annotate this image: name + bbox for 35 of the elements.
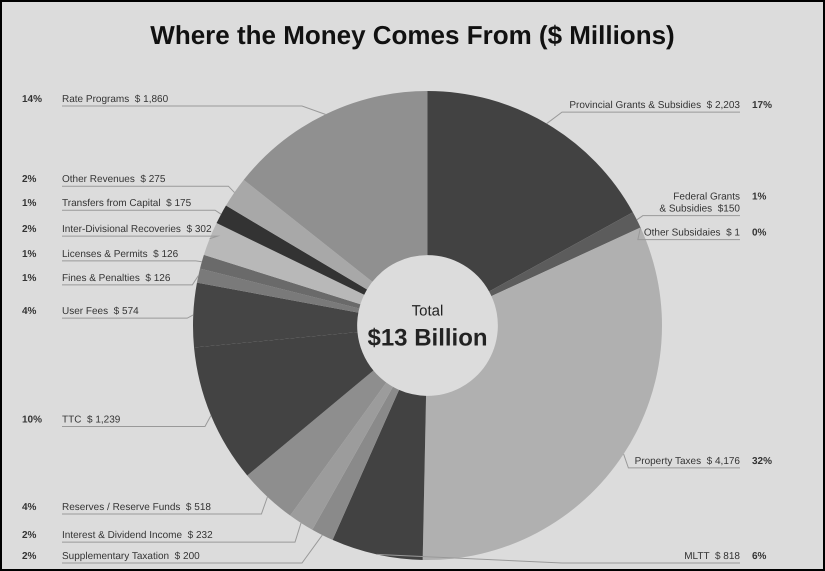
text: 2% bbox=[22, 224, 37, 236]
slice-label: Other Revenues $ 275 bbox=[62, 174, 166, 186]
slice-label: Reserves / Reserve Funds $ 518 bbox=[62, 502, 212, 514]
text: 2% bbox=[22, 551, 37, 562]
text: 6% bbox=[752, 551, 767, 562]
text: 17% bbox=[752, 100, 772, 112]
slice-label: MLTT $ 818 bbox=[684, 551, 740, 562]
slice-label: Other Subsidaies $ 1 bbox=[644, 228, 740, 239]
slice-label: Federal Grants & Subsidies $150 bbox=[659, 192, 740, 215]
text: Total bbox=[412, 302, 444, 320]
text: 32% bbox=[752, 456, 772, 467]
text: 0% bbox=[752, 228, 767, 239]
slice-label: TTC $ 1,239 bbox=[62, 414, 121, 426]
text: 1% bbox=[752, 192, 767, 203]
slice-label: Rate Programs $ 1,860 bbox=[62, 94, 169, 105]
slice-label: Transfers from Capital $ 175 bbox=[62, 198, 192, 210]
slice-label: User Fees $ 574 bbox=[62, 306, 140, 318]
slice-label: Provincial Grants & Subsidies $ 2,203 bbox=[569, 100, 740, 112]
text: 2% bbox=[22, 530, 37, 542]
text: 1% bbox=[22, 248, 37, 260]
slice-label: Fines & Penalties $ 126 bbox=[62, 272, 171, 284]
slice-label: Supplementary Taxation $ 200 bbox=[62, 551, 200, 562]
text: 4% bbox=[22, 306, 37, 318]
text: $13 Billion bbox=[367, 324, 488, 352]
slice-label: Inter-Divisional Recoveries $ 302 bbox=[62, 224, 212, 236]
slice-label: Interest & Dividend Income $ 232 bbox=[62, 530, 214, 542]
slice-label: Property Taxes $ 4,176 bbox=[634, 456, 740, 467]
text: 14% bbox=[22, 94, 42, 105]
text: 1% bbox=[22, 198, 37, 210]
chart-title: Where the Money Comes From ($ Millions) bbox=[149, 20, 676, 51]
text: 1% bbox=[22, 272, 37, 284]
text: 2% bbox=[22, 174, 37, 186]
text: 4% bbox=[22, 502, 37, 514]
slice-label: Licenses & Permits $ 126 bbox=[62, 248, 179, 260]
text: 10% bbox=[22, 414, 42, 426]
